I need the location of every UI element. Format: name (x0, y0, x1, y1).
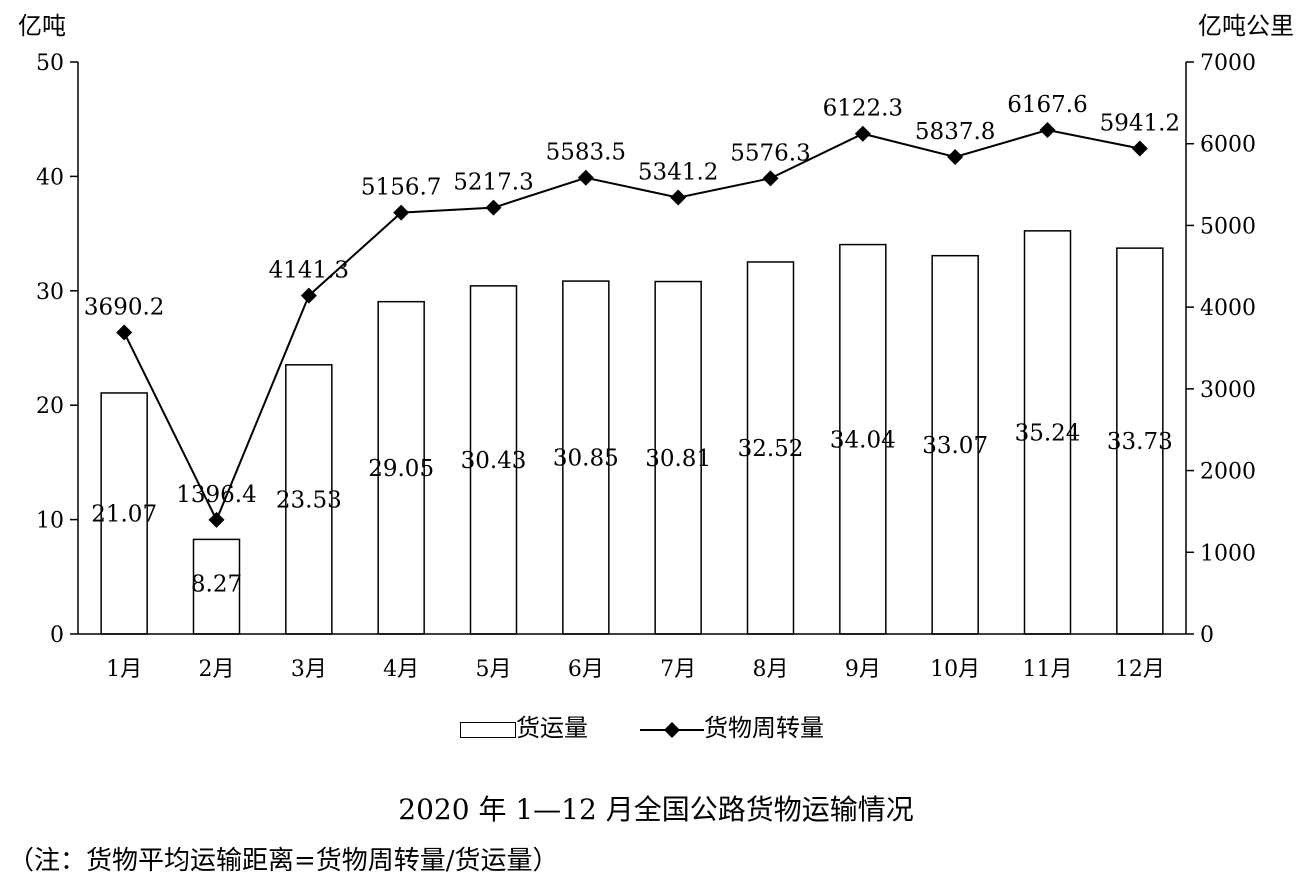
volume-label-12: 33.73 (1107, 429, 1173, 455)
right-tick-label: 3000 (1200, 378, 1256, 403)
right-tick-label: 7000 (1200, 51, 1256, 76)
turnover-point-9 (854, 125, 871, 142)
x-tick-label: 11月 (1023, 657, 1073, 682)
bar-6 (562, 280, 610, 635)
turnover-point-3 (300, 287, 317, 304)
turnover-point-10 (947, 148, 964, 165)
volume-label-3: 23.53 (276, 487, 342, 513)
left-tick-label: 10 (36, 509, 64, 534)
turnover-label-11: 6167.6 (1007, 92, 1087, 118)
x-tick-label: 3月 (291, 657, 327, 682)
turnover-point-5 (485, 199, 502, 216)
left-tick-label: 30 (36, 280, 64, 305)
legend-bar: 货运量 (460, 716, 588, 740)
legend-line-label: 货物周转量 (704, 714, 824, 742)
right-tick-label: 2000 (1200, 460, 1256, 485)
volume-label-11: 35.24 (1015, 420, 1081, 446)
x-tick-label: 9月 (845, 657, 881, 682)
bar-3 (285, 364, 333, 635)
left-tick-label: 50 (36, 51, 64, 76)
turnover-label-8: 5576.3 (730, 140, 810, 166)
volume-label-7: 30.81 (645, 446, 711, 472)
chart-note: （注：货物平均运输距离=货物周转量/货运量） (8, 846, 559, 876)
turnover-label-2: 1396.4 (176, 482, 256, 508)
bar-1 (100, 392, 148, 635)
volume-label-2: 8.27 (191, 571, 242, 597)
turnover-point-7 (670, 189, 687, 206)
legend-line-swatch (640, 721, 704, 738)
bar-4 (377, 300, 425, 635)
bar-2 (192, 538, 241, 635)
turnover-label-7: 5341.2 (638, 160, 718, 186)
turnover-label-10: 5837.8 (915, 119, 995, 145)
left-axis-unit: 亿吨 (18, 12, 66, 40)
turnover-point-11 (1039, 122, 1056, 139)
volume-label-1: 21.07 (91, 501, 157, 527)
turnover-label-6: 5583.5 (546, 140, 626, 166)
x-tick-label: 4月 (383, 657, 419, 682)
left-tick-label: 20 (36, 394, 64, 419)
x-tick-label: 10月 (930, 657, 980, 682)
labels-layer: 3690.2 1396.4 4141.3 5156.7 5217.3 5583.5 5341… (84, 92, 1180, 597)
x-tick-label: 2月 (199, 657, 235, 682)
volume-label-8: 32.52 (738, 436, 804, 462)
legend-bar-swatch (460, 721, 516, 738)
x-tick-label: 12月 (1115, 657, 1165, 682)
right-tick-label: 4000 (1200, 296, 1256, 321)
bar-11 (1023, 230, 1072, 635)
volume-label-6: 30.85 (553, 446, 619, 472)
turnover-label-4: 5156.7 (361, 175, 441, 201)
turnover-label-9: 6122.3 (823, 96, 903, 122)
left-tick-label: 0 (50, 623, 64, 648)
axes-layer: 0 10 20 30 40 50 0 1000 2000 3000 4000 5000 6000 7000… (36, 51, 1256, 682)
turnover-point-12 (1131, 140, 1148, 157)
turnover-point-6 (577, 169, 594, 186)
x-tick-label: 6月 (568, 657, 604, 682)
bars-layer (100, 230, 1164, 635)
x-tick-label: 8月 (753, 657, 789, 682)
turnover-line (123, 128, 1141, 523)
volume-label-9: 34.04 (830, 427, 896, 453)
x-tick-label: 7月 (660, 657, 696, 682)
volume-label-10: 33.07 (922, 433, 988, 459)
right-tick-label: 0 (1200, 623, 1214, 648)
turnover-label-5: 5217.3 (453, 170, 533, 196)
turnover-label-12: 5941.2 (1100, 111, 1180, 137)
legend-bar-label: 货运量 (516, 714, 588, 742)
turnover-point-8 (762, 170, 779, 187)
volume-label-5: 30.43 (461, 448, 527, 474)
right-tick-label: 6000 (1200, 133, 1256, 158)
turnover-point-2 (208, 511, 225, 528)
right-tick-label: 5000 (1200, 214, 1256, 239)
chart-title: 2020 年 1—12 月全国公路货物运输情况 (398, 793, 914, 826)
bar-12 (1116, 247, 1164, 635)
line-layer (116, 122, 1148, 528)
x-tick-label: 1月 (106, 657, 142, 682)
right-tick-label: 1000 (1200, 541, 1256, 566)
bar-8 (746, 261, 795, 635)
volume-label-4: 29.05 (368, 456, 434, 482)
legend-line: 货物周转量 (640, 716, 824, 740)
turnover-label-3: 4141.3 (269, 258, 349, 284)
x-tick-label: 5月 (476, 657, 512, 682)
turnover-label-1: 3690.2 (84, 294, 164, 320)
right-axis-unit: 亿吨公里 (1198, 12, 1294, 40)
bar-10 (931, 254, 979, 635)
turnover-point-1 (116, 324, 133, 341)
turnover-point-4 (393, 204, 410, 221)
left-tick-label: 40 (36, 165, 64, 190)
